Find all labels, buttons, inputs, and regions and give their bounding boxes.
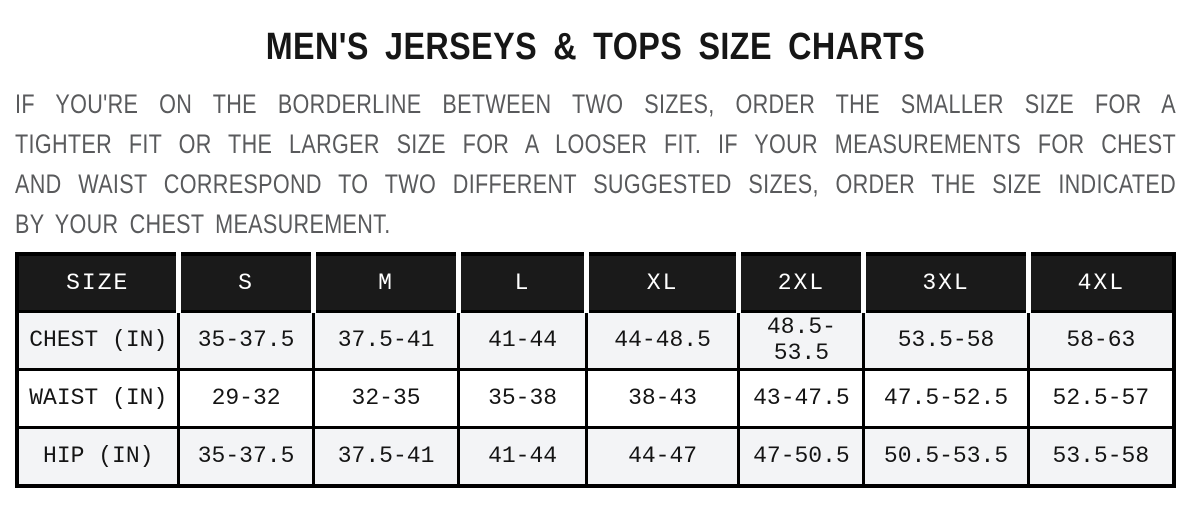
chest-m-cell: 37.5-41	[311, 309, 461, 371]
row-label-waist: WAIST (IN)	[15, 367, 181, 429]
waist-m-cell: 32-35	[311, 367, 461, 429]
table-row-waist: WAIST (IN) 29-32 32-35 35-38 38-43 43-47…	[15, 367, 1176, 429]
size-guide-page: MEN'S JERSEYS & TOPS SIZE CHARTS IF YOU'…	[0, 26, 1191, 510]
hip-m-cell: 37.5-41	[311, 425, 461, 488]
hip-2xl-cell: 47-50.5	[737, 425, 866, 488]
intro-paragraph: IF YOU'RE ON THE BORDERLINE BETWEEN TWO …	[15, 84, 1176, 244]
column-header-l: L	[456, 253, 587, 313]
page-title: MEN'S JERSEYS & TOPS SIZE CHARTS	[265, 26, 926, 68]
table-row-hip: HIP (IN) 35-37.5 37.5-41 41-44 44-47 47-…	[15, 425, 1176, 488]
row-label-chest: CHEST (IN)	[15, 309, 181, 371]
chest-l-cell: 41-44	[457, 309, 588, 371]
hip-3xl-cell: 50.5-53.5	[862, 425, 1030, 488]
column-header-2xl: 2XL	[736, 253, 864, 313]
column-header-3xl: 3XL	[861, 253, 1029, 313]
column-header-4xl: 4XL	[1025, 253, 1174, 313]
intro-line-4: BY YOUR CHEST MEASUREMENT.	[15, 208, 391, 239]
size-chart-table: SIZE S M L XL 2XL 3XL 4XL CHEST (IN) 35-…	[15, 251, 1176, 488]
hip-4xl-cell: 53.5-58	[1026, 425, 1176, 488]
table-header-row: SIZE S M L XL 2XL 3XL 4XL	[17, 253, 1174, 313]
waist-xl-cell: 38-43	[584, 367, 741, 429]
hip-l-cell: 41-44	[457, 425, 588, 488]
intro-line-1: IF YOU'RE ON THE BORDERLINE BETWEEN TWO …	[15, 88, 1176, 119]
table-row-chest: CHEST (IN) 35-37.5 37.5-41 41-44 44-48.5…	[15, 309, 1176, 371]
chest-4xl-cell: 58-63	[1026, 309, 1176, 371]
waist-2xl-cell: 43-47.5	[737, 367, 866, 429]
waist-4xl-cell: 52.5-57	[1026, 367, 1176, 429]
column-header-m: M	[310, 253, 459, 313]
chest-s-cell: 35-37.5	[177, 309, 315, 371]
hip-xl-cell: 44-47	[584, 425, 741, 488]
intro-line-3: AND WAIST CORRESPOND TO TWO DIFFERENT SU…	[15, 168, 1176, 199]
column-header-xl: XL	[583, 253, 739, 313]
chest-2xl-cell: 48.5-53.5	[737, 309, 866, 371]
waist-l-cell: 35-38	[457, 367, 588, 429]
hip-s-cell: 35-37.5	[177, 425, 315, 488]
waist-s-cell: 29-32	[177, 367, 315, 429]
column-header-s: S	[176, 253, 314, 313]
column-header-size: SIZE	[17, 253, 179, 313]
row-label-hip: HIP (IN)	[15, 425, 181, 488]
waist-3xl-cell: 47.5-52.5	[862, 367, 1030, 429]
chest-3xl-cell: 53.5-58	[862, 309, 1030, 371]
intro-line-2: TIGHTER FIT OR THE LARGER SIZE FOR A LOO…	[15, 128, 1176, 159]
chest-xl-cell: 44-48.5	[584, 309, 741, 371]
